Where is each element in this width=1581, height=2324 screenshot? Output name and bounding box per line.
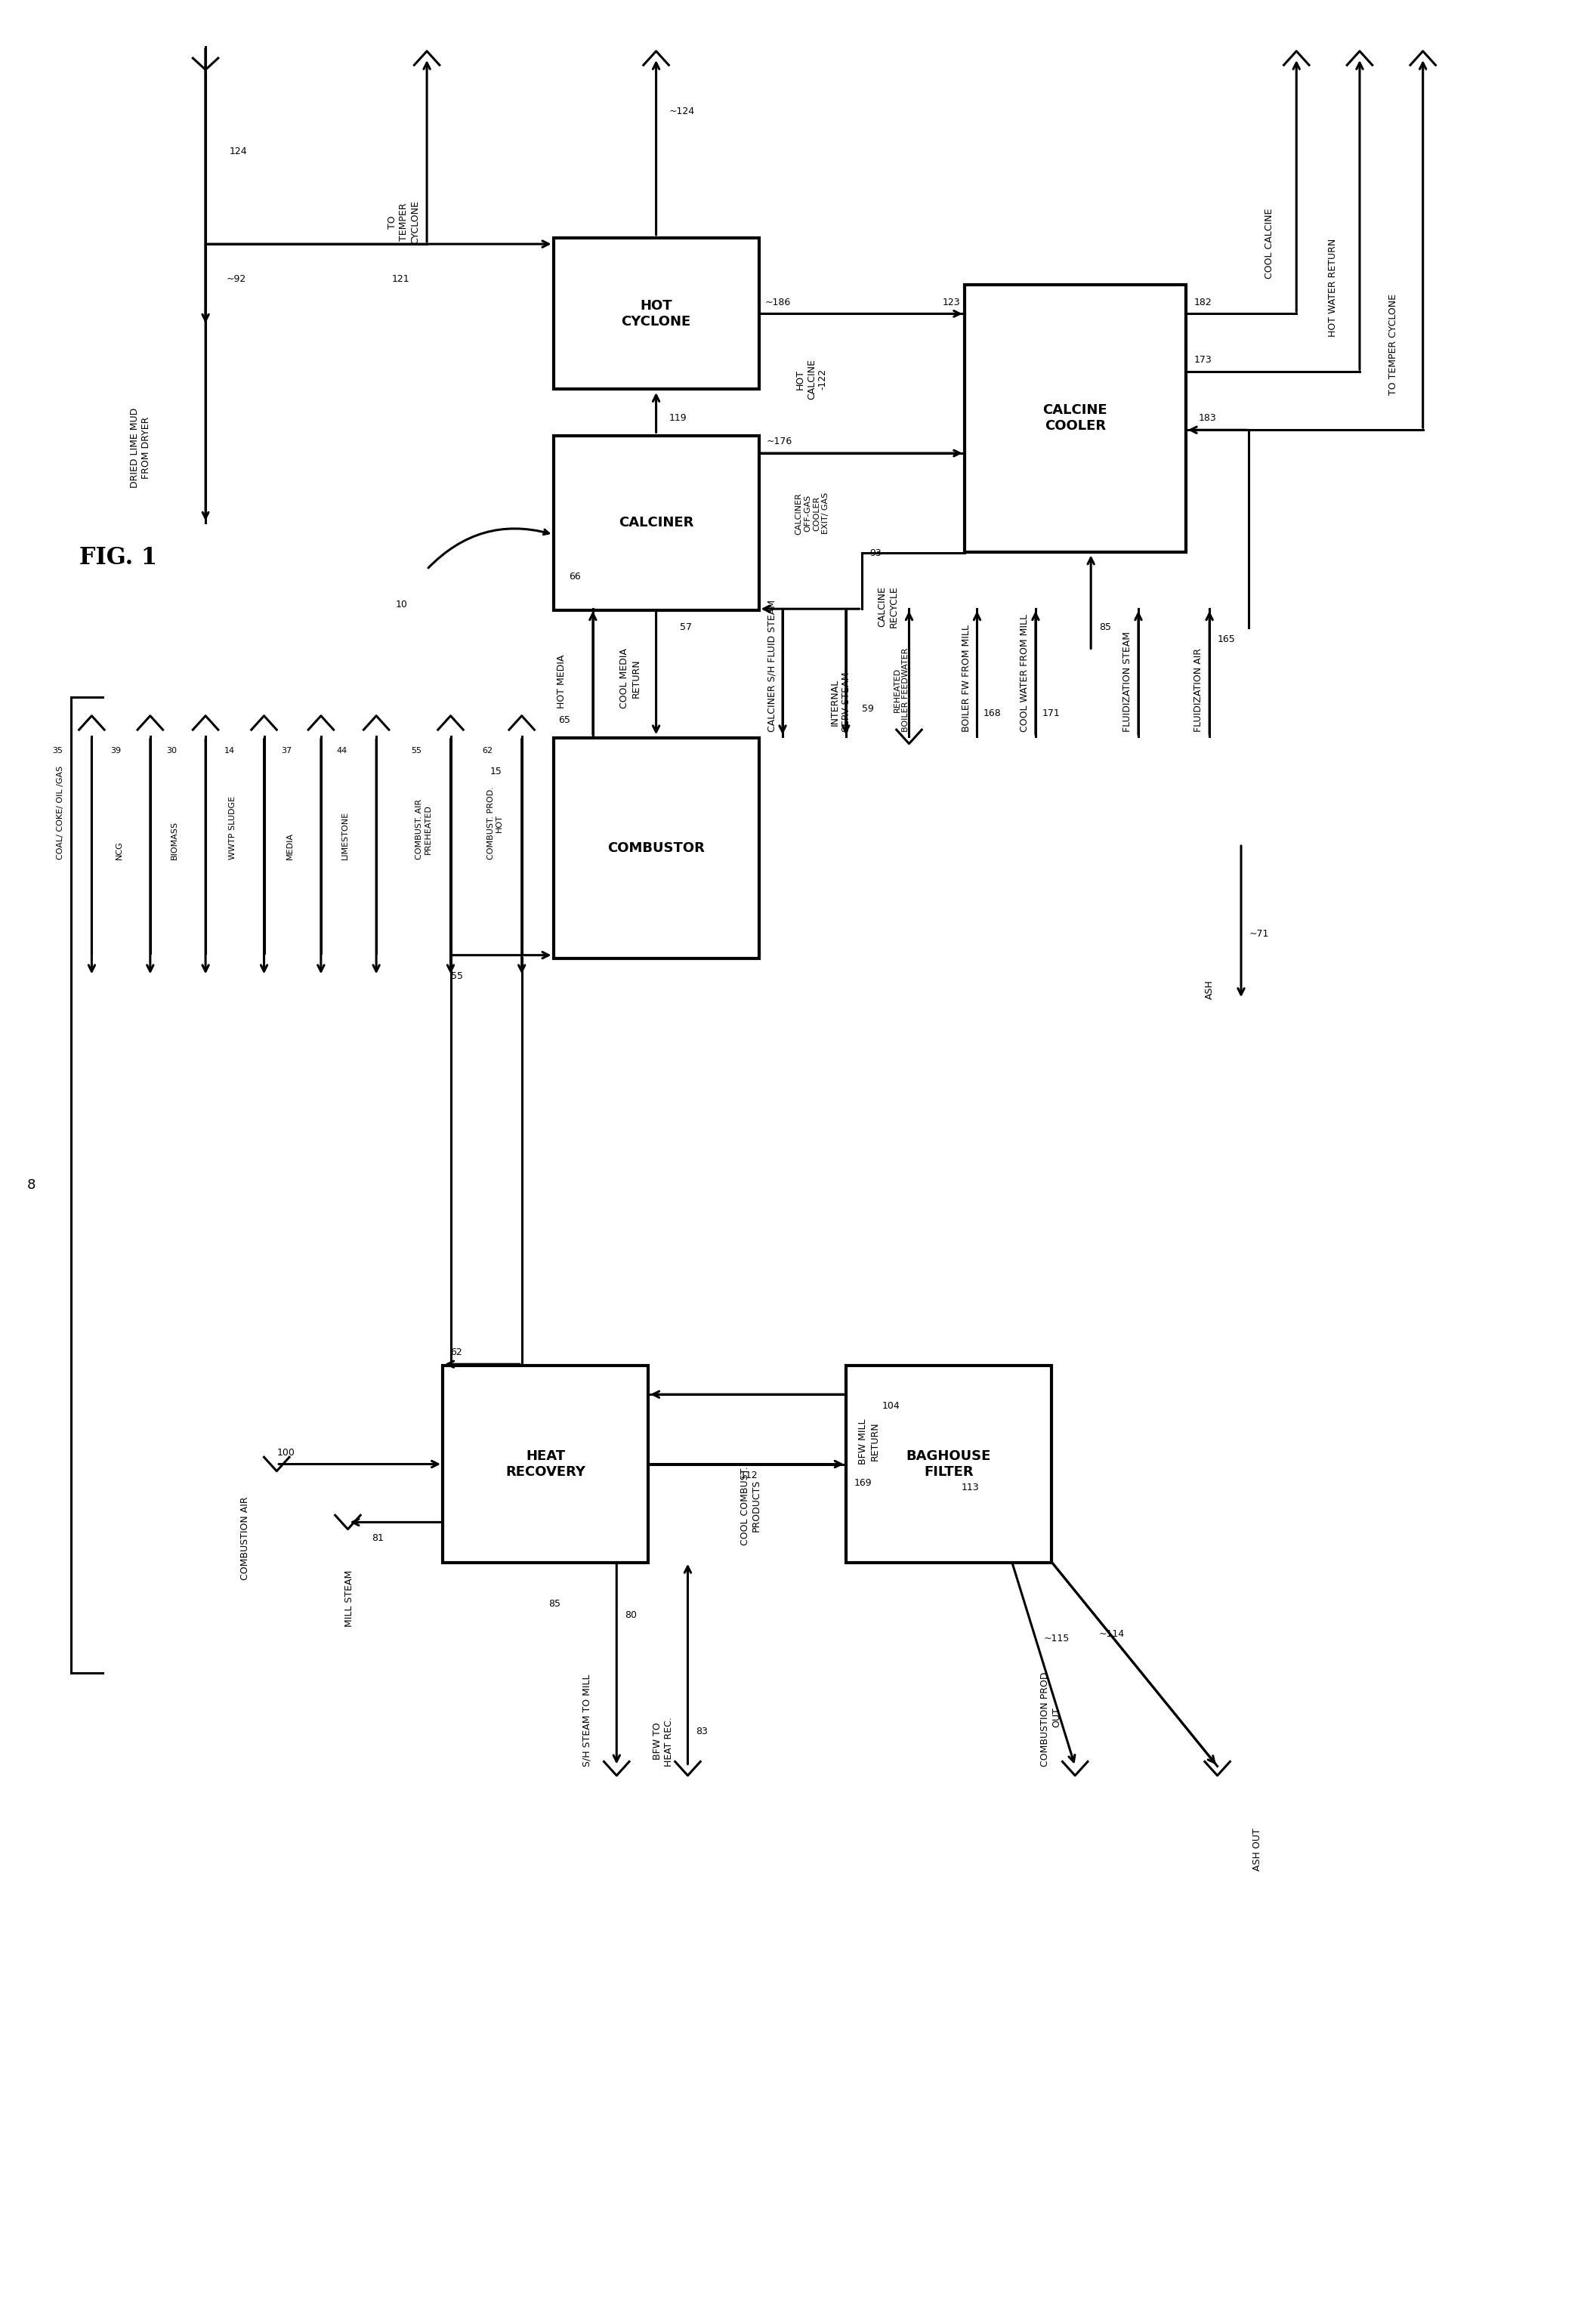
Text: 124: 124 <box>229 146 247 156</box>
Text: CALCINE
RECYCLE: CALCINE RECYCLE <box>877 586 898 627</box>
Bar <box>443 1367 648 1564</box>
Text: NCG: NCG <box>115 841 123 860</box>
Text: ASH OUT: ASH OUT <box>1252 1829 1262 1871</box>
Text: FIG. 1: FIG. 1 <box>79 546 157 569</box>
Text: 80: 80 <box>624 1611 637 1620</box>
Text: 182: 182 <box>1194 297 1211 307</box>
Text: FLUIDIZATION STEAM: FLUIDIZATION STEAM <box>1123 632 1132 732</box>
Text: 173: 173 <box>1194 356 1211 365</box>
Text: COMBUSTION PROD.
OUT: COMBUSTION PROD. OUT <box>1040 1669 1061 1766</box>
Text: 30: 30 <box>166 746 177 755</box>
Text: 55: 55 <box>451 971 463 981</box>
Text: 119: 119 <box>669 414 686 423</box>
Text: INTERNAL
SERV STEAM: INTERNAL SERV STEAM <box>830 672 851 732</box>
Text: 112: 112 <box>740 1471 757 1480</box>
Text: 37: 37 <box>281 746 292 755</box>
Text: 113: 113 <box>961 1483 979 1492</box>
Text: COOL MEDIA
RETURN: COOL MEDIA RETURN <box>620 648 640 709</box>
Text: CALCINER: CALCINER <box>618 516 694 530</box>
Text: COOL WATER FROM MILL: COOL WATER FROM MILL <box>1020 614 1029 732</box>
Text: 57: 57 <box>680 623 692 632</box>
Text: HEAT
RECOVERY: HEAT RECOVERY <box>506 1450 585 1478</box>
Text: COMBUSTION AIR: COMBUSTION AIR <box>240 1497 250 1580</box>
Text: 171: 171 <box>1042 709 1059 718</box>
Text: FLUIDIZATION AIR: FLUIDIZATION AIR <box>1194 648 1203 732</box>
Text: 121: 121 <box>392 274 409 284</box>
Text: ~124: ~124 <box>669 107 694 116</box>
Text: ~92: ~92 <box>226 274 247 284</box>
Text: COMBUSTOR: COMBUSTOR <box>607 841 705 855</box>
Text: 100: 100 <box>277 1448 294 1457</box>
Text: S/H STEAM TO MILL: S/H STEAM TO MILL <box>582 1673 591 1766</box>
Text: MILL STEAM: MILL STEAM <box>345 1571 354 1627</box>
Text: COMBUST. PROD.
HOT: COMBUST. PROD. HOT <box>487 788 503 860</box>
Text: 59: 59 <box>862 704 874 713</box>
Text: BFW MILL
RETURN: BFW MILL RETURN <box>858 1418 879 1464</box>
Text: ~176: ~176 <box>767 437 792 446</box>
Text: ~71: ~71 <box>1249 930 1270 939</box>
Text: BOILER FW FROM MILL: BOILER FW FROM MILL <box>961 625 971 732</box>
Text: 14: 14 <box>225 746 236 755</box>
Text: COOL CALCINE: COOL CALCINE <box>1265 209 1274 279</box>
Text: 62: 62 <box>482 746 493 755</box>
Bar <box>846 1367 1051 1564</box>
Text: 44: 44 <box>337 746 348 755</box>
Text: LIMESTONE: LIMESTONE <box>341 811 349 860</box>
Text: 15: 15 <box>490 767 503 776</box>
Text: ASH: ASH <box>1205 981 1214 999</box>
Text: ~186: ~186 <box>765 297 790 307</box>
Text: DRIED LIME MUD
FROM DRYER: DRIED LIME MUD FROM DRYER <box>130 407 150 488</box>
Bar <box>964 286 1186 553</box>
Text: 85: 85 <box>549 1599 561 1608</box>
Text: 62: 62 <box>451 1348 463 1357</box>
Bar <box>553 437 759 609</box>
Text: 83: 83 <box>696 1727 708 1736</box>
Text: CALCINE
COOLER: CALCINE COOLER <box>1043 404 1107 432</box>
Text: COOL COMBUST.
PRODUCTS: COOL COMBUST. PRODUCTS <box>740 1466 760 1545</box>
Text: MEDIA: MEDIA <box>286 832 294 860</box>
Text: 104: 104 <box>882 1401 900 1411</box>
Text: BFW TO
HEAT REC.: BFW TO HEAT REC. <box>653 1717 674 1766</box>
Text: CALCINER
OFF-GAS
COOLER
EXIT/ GAS: CALCINER OFF-GAS COOLER EXIT/ GAS <box>795 493 828 535</box>
Text: TO
TEMPER
CYCLONE: TO TEMPER CYCLONE <box>387 200 421 244</box>
Text: 65: 65 <box>558 716 571 725</box>
Text: 183: 183 <box>1198 414 1216 423</box>
Text: COAL/ COKE/ OIL /GAS: COAL/ COKE/ OIL /GAS <box>57 767 65 860</box>
Text: 35: 35 <box>52 746 63 755</box>
Text: HOT
CALCINE
-122: HOT CALCINE -122 <box>795 358 828 400</box>
Text: 169: 169 <box>854 1478 871 1487</box>
Text: 81: 81 <box>372 1534 384 1543</box>
Text: REHEATED
BOILER FEEDWATER: REHEATED BOILER FEEDWATER <box>893 648 909 732</box>
Text: 85: 85 <box>1099 623 1111 632</box>
Text: 66: 66 <box>569 572 582 581</box>
Text: 10: 10 <box>395 600 408 609</box>
Text: COMBUST. AIR
PREHEATED: COMBUST. AIR PREHEATED <box>416 799 432 860</box>
Text: CALCINER S/H FLUID STEAM: CALCINER S/H FLUID STEAM <box>767 600 776 732</box>
Text: BAGHOUSE
FILTER: BAGHOUSE FILTER <box>906 1450 991 1478</box>
Text: HOT WATER RETURN: HOT WATER RETURN <box>1328 239 1338 337</box>
Text: 123: 123 <box>942 297 960 307</box>
Text: ~115: ~115 <box>1043 1634 1069 1643</box>
Text: 93: 93 <box>870 548 882 558</box>
Text: 165: 165 <box>1217 634 1235 644</box>
Text: 39: 39 <box>111 746 122 755</box>
Bar <box>553 239 759 390</box>
Text: 8: 8 <box>27 1178 36 1192</box>
Text: ~114: ~114 <box>1099 1629 1124 1638</box>
Text: HOT
CYCLONE: HOT CYCLONE <box>621 300 691 328</box>
Text: BIOMASS: BIOMASS <box>171 820 179 860</box>
Text: HOT MEDIA: HOT MEDIA <box>557 655 566 709</box>
Bar <box>553 739 759 960</box>
Text: 55: 55 <box>411 746 422 755</box>
Text: TO TEMPER CYCLONE: TO TEMPER CYCLONE <box>1388 293 1398 395</box>
Text: 168: 168 <box>983 709 1001 718</box>
Text: WWTP SLUDGE: WWTP SLUDGE <box>229 797 237 860</box>
